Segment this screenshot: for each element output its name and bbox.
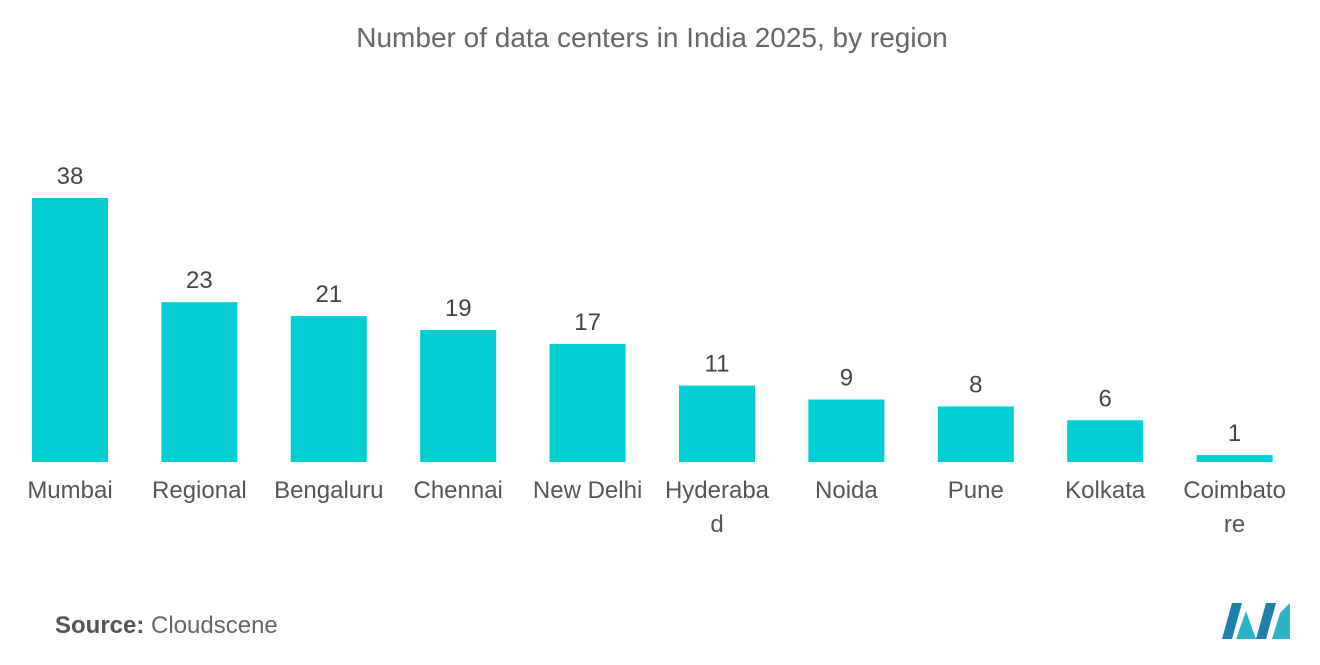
value-label: 8 xyxy=(969,371,982,398)
value-label: 38 xyxy=(57,163,84,190)
source-label: Source: xyxy=(55,612,145,639)
value-label: 11 xyxy=(705,351,730,378)
value-label: 1 xyxy=(1228,420,1241,447)
category-label: Mumbai xyxy=(27,477,112,504)
category-labels-layer: Mumbai Regional Bengaluru Chennai New Delhi H… xyxy=(27,477,1286,538)
category-label: Chennai xyxy=(413,477,502,504)
category-label-line: re xyxy=(1224,511,1245,538)
bar-regional xyxy=(161,302,238,462)
category-label-line: Coimbato xyxy=(1183,477,1286,504)
value-label: 9 xyxy=(840,365,853,392)
value-labels-layer: 38 23 21 19 17 11 9 8 6 1 xyxy=(57,163,1242,447)
category-label-line: Mumbai xyxy=(27,477,112,504)
category-label-line: Pune xyxy=(948,477,1004,504)
category-label-line: New Delhi xyxy=(533,477,642,504)
bar-noida xyxy=(808,399,885,462)
category-label: Hyderaba d xyxy=(665,477,770,538)
value-label: 6 xyxy=(1099,385,1112,412)
category-label: Kolkata xyxy=(1065,477,1146,504)
category-label-line: Chennai xyxy=(413,477,502,504)
bar-coimbatore xyxy=(1196,455,1273,462)
value-label: 23 xyxy=(186,267,213,294)
category-label: New Delhi xyxy=(533,477,642,504)
source-note: Source: Cloudscene xyxy=(55,612,278,640)
category-label-line: d xyxy=(710,511,723,538)
bar-kolkata xyxy=(1067,420,1144,462)
category-label: Regional xyxy=(152,477,247,504)
bar-pune xyxy=(937,406,1014,462)
bar-chennai xyxy=(420,330,497,462)
category-label-line: Regional xyxy=(152,477,247,504)
category-label: Bengaluru xyxy=(274,477,383,504)
chart-title: Number of data centers in India 2025, by… xyxy=(356,22,948,53)
bar-new-delhi xyxy=(549,343,626,462)
bars-layer xyxy=(32,198,1273,462)
bar-bengaluru xyxy=(290,316,367,462)
value-label: 17 xyxy=(574,309,601,336)
category-label: Noida xyxy=(815,477,878,504)
category-label-line: Hyderaba xyxy=(665,477,770,504)
category-label-line: Bengaluru xyxy=(274,477,383,504)
mordor-intelligence-logo-icon xyxy=(1222,603,1290,639)
category-label-line: Noida xyxy=(815,477,878,504)
bar-hyderabad xyxy=(679,385,755,462)
category-label: Pune xyxy=(948,477,1004,504)
source-text: Cloudscene xyxy=(151,612,278,639)
value-label: 21 xyxy=(315,281,342,308)
bar-mumbai xyxy=(32,198,108,462)
category-label: Coimbato re xyxy=(1183,477,1286,538)
value-label: 19 xyxy=(445,295,472,322)
category-label-line: Kolkata xyxy=(1065,477,1146,504)
bar-chart: 38 23 21 19 17 11 9 8 6 1 Mumbai Regional Bengaluru… xyxy=(27,163,1286,538)
